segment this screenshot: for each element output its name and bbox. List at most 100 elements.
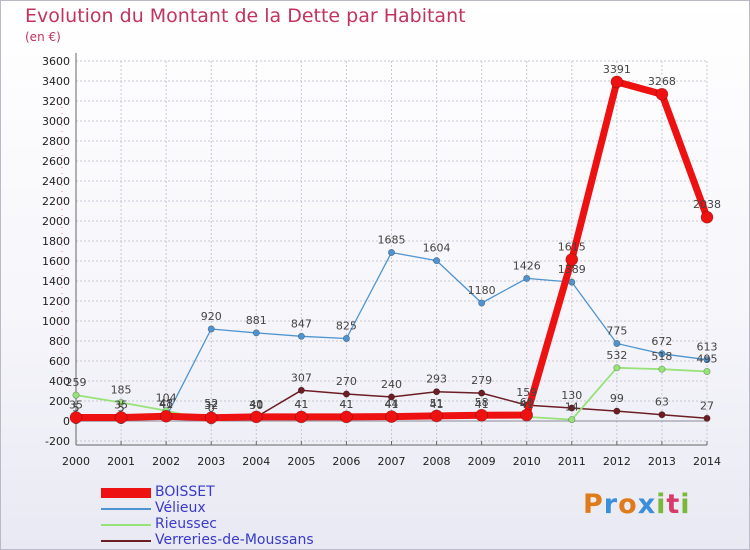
data-label-v-lieux: 825 (336, 320, 357, 333)
y-tick-label: 1000 (42, 315, 70, 328)
data-point-boisset (159, 409, 173, 423)
data-point-rieussec (568, 416, 576, 424)
data-point-verreries-de-moussans (297, 386, 305, 394)
data-label-verreries-de-moussans: 240 (381, 378, 402, 391)
data-label-boisset: 2038 (693, 198, 721, 211)
y-tick-label: 1800 (42, 235, 70, 248)
data-label-boisset: 35 (69, 399, 83, 412)
data-label-rieussec: 14 (565, 401, 579, 414)
data-point-boisset (610, 75, 624, 89)
x-tick-label: 2014 (693, 455, 721, 468)
x-tick-label: 2005 (287, 455, 315, 468)
data-point-verreries-de-moussans (658, 411, 666, 419)
x-tick-label: 2001 (107, 455, 135, 468)
legend-label: Verreries-de-Moussans (155, 532, 314, 548)
data-label-rieussec: 41 (339, 398, 353, 411)
y-tick-label: 2400 (42, 175, 70, 188)
data-point-boisset (700, 210, 714, 224)
data-label-boisset: 35 (114, 399, 128, 412)
data-label-v-lieux: 881 (246, 314, 267, 327)
data-label-boisset: 3268 (648, 75, 676, 88)
legend-item-rieussec: Rieussec (101, 516, 361, 533)
data-point-boisset (655, 87, 669, 101)
data-point-rieussec (613, 364, 621, 372)
logo-letter: x (637, 489, 657, 520)
data-label-boisset: 1615 (558, 241, 586, 254)
x-tick-label: 2007 (378, 455, 406, 468)
data-label-rieussec: 41 (520, 398, 534, 411)
data-label-rieussec: 30 (249, 399, 263, 412)
data-point-v-lieux (478, 299, 486, 307)
data-point-boisset (475, 408, 488, 422)
data-label-rieussec: 0 (208, 402, 215, 415)
data-point-boisset (520, 408, 534, 422)
data-label-rieussec: 532 (606, 349, 627, 362)
y-tick-label: 3400 (42, 75, 70, 88)
data-label-boisset: 41 (249, 398, 263, 411)
data-point-verreries-de-moussans (342, 390, 350, 398)
data-label-verreries-de-moussans: 130 (561, 389, 582, 402)
data-label-v-lieux: 1389 (558, 263, 586, 276)
data-label-boisset: 32 (204, 399, 218, 412)
data-label-v-lieux: 1426 (513, 259, 541, 272)
legend-item-verreries-de-moussans: Verreries-de-Moussans (101, 532, 361, 549)
logo-letter: P (583, 489, 604, 520)
data-point-boisset (204, 411, 218, 425)
data-point-rieussec (72, 391, 80, 399)
data-point-verreries-de-moussans (568, 404, 576, 412)
proxiti-logo: Proxiti (583, 489, 691, 520)
x-tick-label: 2003 (197, 455, 225, 468)
data-point-v-lieux (613, 339, 621, 347)
data-label-verreries-de-moussans: 40 (249, 398, 263, 411)
data-label-boisset: 60 (520, 396, 534, 409)
data-label-rieussec: 104 (156, 392, 177, 405)
logo-letter: r (603, 489, 619, 520)
y-tick-label: 2200 (42, 195, 70, 208)
data-label-rieussec: 185 (111, 384, 132, 397)
data-label-boisset: 41 (339, 398, 353, 411)
data-point-boisset (565, 253, 579, 266)
data-label-boisset: 48 (159, 397, 173, 410)
y-tick-label: -200 (45, 435, 70, 448)
y-tick-label: 2800 (42, 135, 70, 148)
legend: BOISSET Vélieux Rieussec Verreries-de-Mouss… (101, 484, 361, 549)
y-tick-label: 2600 (42, 155, 70, 168)
data-point-v-lieux (252, 329, 260, 337)
y-tick-label: 3000 (42, 115, 70, 128)
y-tick-label: 800 (49, 335, 70, 348)
data-label-boisset: 41 (294, 398, 308, 411)
data-label-boisset: 44 (385, 398, 399, 411)
data-label-rieussec: 259 (66, 376, 87, 389)
x-tick-label: 2006 (332, 455, 360, 468)
data-point-rieussec (703, 367, 711, 375)
y-tick-label: 1200 (42, 295, 70, 308)
data-point-v-lieux (207, 325, 215, 333)
data-point-boisset (249, 410, 263, 424)
data-label-v-lieux: 1604 (423, 242, 451, 255)
data-label-v-lieux: 920 (201, 310, 222, 323)
y-tick-label: 2000 (42, 215, 70, 228)
y-tick-label: 3600 (42, 55, 70, 68)
data-label-rieussec: 41 (430, 398, 444, 411)
data-label-verreries-de-moussans: 270 (336, 375, 357, 388)
data-label-v-lieux: 613 (697, 341, 718, 354)
data-label-rieussec: 41 (385, 398, 399, 411)
data-point-v-lieux (297, 332, 305, 340)
data-label-verreries-de-moussans: 293 (426, 373, 447, 386)
data-label-v-lieux: 5 (118, 402, 125, 415)
data-point-verreries-de-moussans (613, 407, 621, 415)
legend-swatch (101, 523, 151, 527)
y-tick-label: 400 (49, 375, 70, 388)
data-point-v-lieux (523, 274, 531, 282)
legend-label: BOISSET (155, 484, 215, 500)
chart-subtitle: (en €) (25, 30, 61, 44)
x-tick-label: 2012 (603, 455, 631, 468)
x-tick-label: 2002 (152, 455, 180, 468)
data-point-verreries-de-moussans (478, 389, 486, 397)
logo-letter: i (656, 489, 667, 520)
data-point-rieussec (658, 365, 666, 373)
x-tick-label: 2011 (558, 455, 586, 468)
data-label-verreries-de-moussans: 52 (204, 397, 218, 410)
